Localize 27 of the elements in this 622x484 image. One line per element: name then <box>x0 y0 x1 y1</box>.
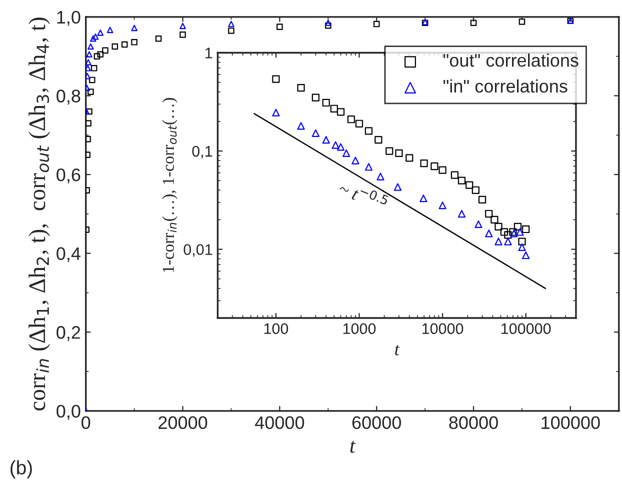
x-tick-label: 100000 <box>542 416 600 430</box>
y-tick-label: 0,2 <box>56 326 80 341</box>
x-tick-label: 10000 <box>422 323 464 334</box>
x-tick-label: 20000 <box>158 416 208 430</box>
x-tick-label: 40000 <box>254 416 304 430</box>
x-tick-label: 100 <box>264 323 288 334</box>
y-tick-label: 1,0 <box>57 10 80 26</box>
x-tick-label: 1000 <box>343 323 376 334</box>
annotation: ~ t$^{−0.5}$ <box>338 178 390 212</box>
text: (b) <box>10 460 32 478</box>
x-tick-label: 0 <box>82 416 90 430</box>
series-label: "out" correlations <box>444 54 578 67</box>
legend-label: "in" correlations <box>444 79 568 93</box>
x-tick-label: 80000 <box>449 416 498 430</box>
x-axis-title: t <box>395 345 400 356</box>
x-axis-title: t <box>350 440 356 453</box>
y-tick-label: 0,4 <box>56 247 80 262</box>
y-tick-label: 0,0 <box>56 404 80 420</box>
x-tick-label: 60000 <box>352 416 401 430</box>
y-tick-label: 0,1 <box>192 146 212 159</box>
y-tick-label: 1 <box>206 48 212 58</box>
y-tick-label: 0,8 <box>56 90 80 105</box>
y-tick-label: 0,6 <box>56 168 80 184</box>
y-tick-label: 0,01 <box>184 244 212 257</box>
text: corr$_{in}$ (Δh$_{1}$, Δh$_{2}$, t), corr$_{out}$ (Δh$_{3}$, Δh$_{4}$, t) <box>28 18 50 410</box>
y-axis-title: 1-corr$_{in}$(…), 1-corr$_{out}$(…) <box>162 98 178 272</box>
x-tick-label: 100000 <box>502 323 551 334</box>
